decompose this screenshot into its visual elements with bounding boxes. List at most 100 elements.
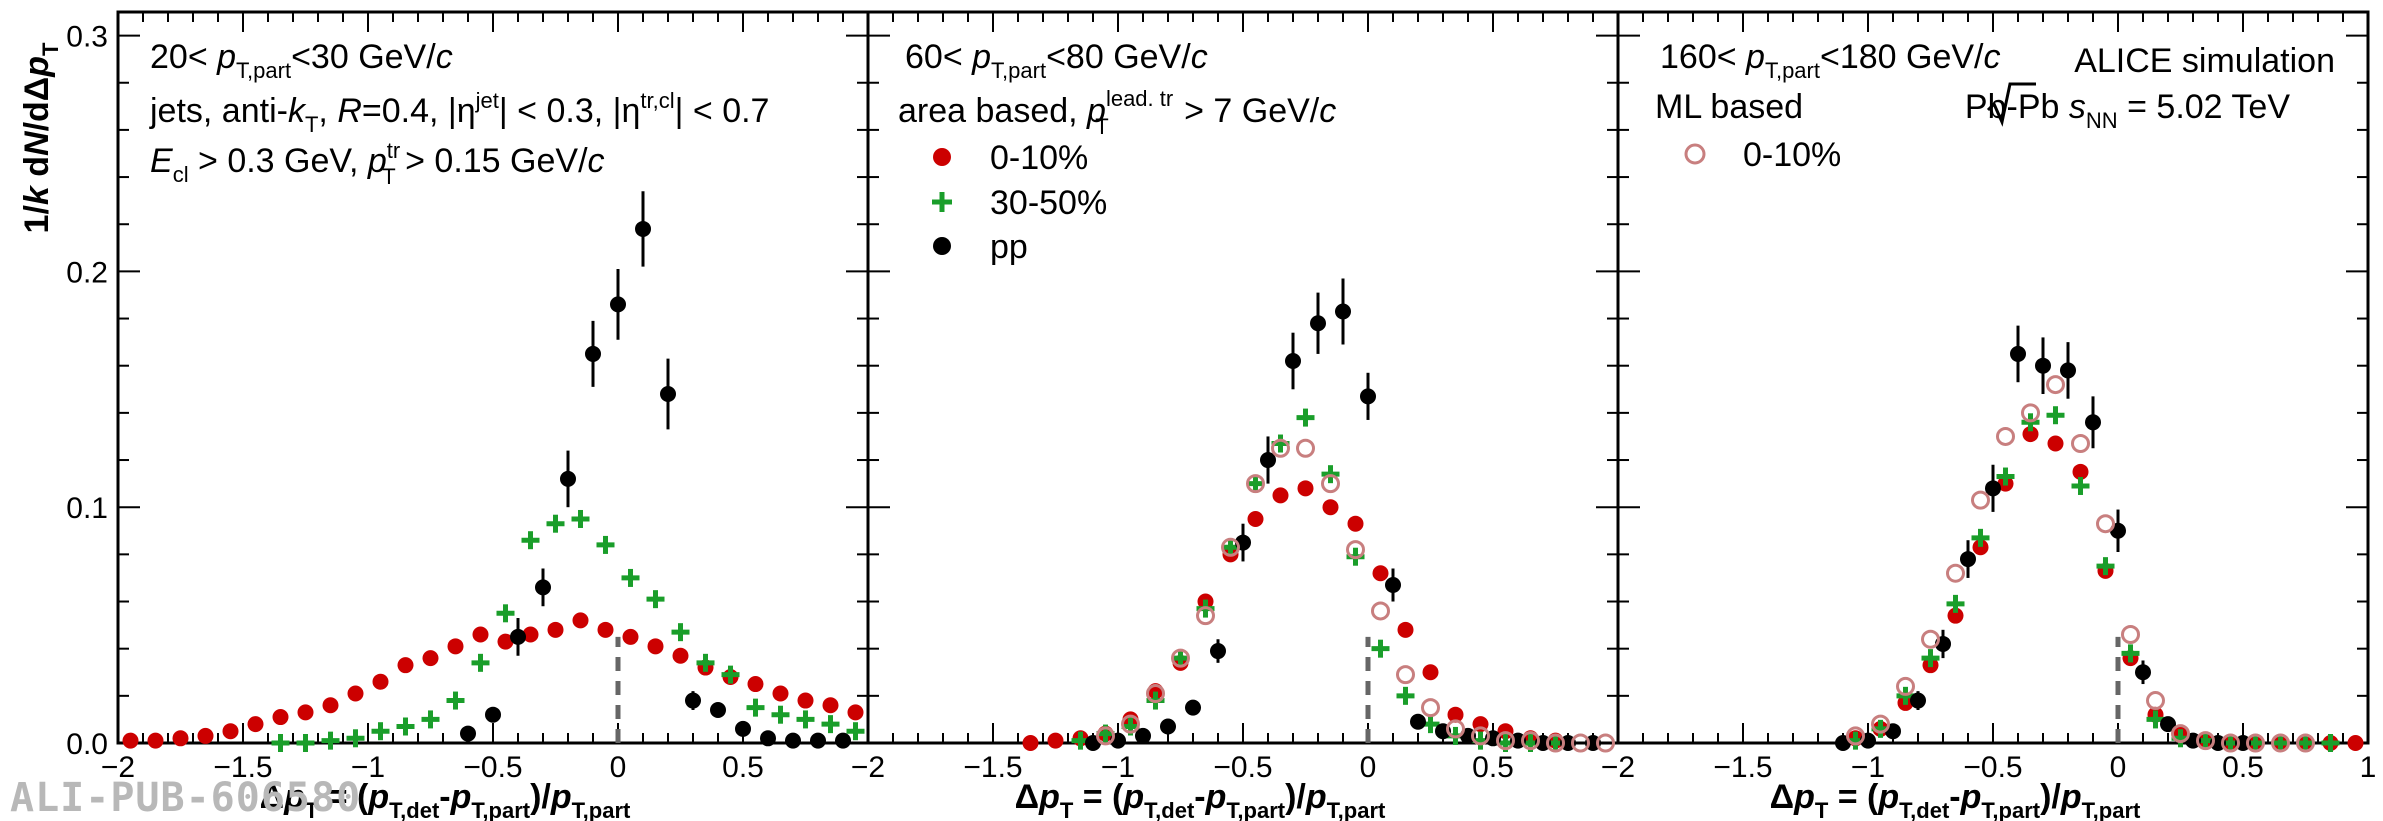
data-point [2171,724,2190,744]
data-point [660,386,676,403]
data-point [2221,733,2240,753]
data-point [1385,577,1401,594]
data-point [422,650,439,667]
data-point [471,653,490,672]
data-point [2022,426,2039,443]
data-point [2060,362,2076,379]
data-point [1596,733,1615,753]
data-point [735,720,751,737]
data-point [1896,676,1915,696]
data-point [1372,565,1389,582]
x-tick-label: 0 [1360,751,1377,784]
data-point [172,730,189,747]
data-point [296,734,315,752]
x-tick-label: −0.5 [1213,751,1272,784]
data-point [122,732,139,749]
data-point [1946,563,1965,583]
data-point [572,612,589,629]
data-point [1247,510,1264,527]
data-point [2347,735,2364,751]
collision-system-label: Pb-Pb sNN = 5.02 TeV [1965,88,2290,133]
data-point [821,715,840,734]
data-point [610,296,626,313]
data-point [596,535,615,554]
data-point [2046,406,2065,425]
data-point [2035,357,2051,374]
panel3-range-label: 160< pT,part<180 GeV/c [1660,38,2001,83]
data-point [1410,713,1426,730]
data-point [1185,699,1201,716]
data-point [2096,557,2115,576]
data-point [147,732,164,749]
data-point [796,710,815,729]
data-point [1022,735,1039,751]
data-point [535,579,551,596]
y-tick-label: 0.1 [66,492,108,525]
x-tick-label: 0 [610,751,627,784]
data-point [1947,607,1964,624]
data-point [497,633,514,650]
data-point [297,704,314,721]
legend-0-10-label: 0-10% [990,139,1088,177]
data-point [1296,438,1315,458]
data-point [2296,734,2315,752]
data-point [1121,714,1140,734]
data-point [1985,480,2001,497]
data-point [1335,303,1351,320]
legend-0-10-marker [933,148,951,166]
data-point [510,628,526,645]
data-point [797,692,814,709]
data-point [222,723,239,740]
data-point [721,665,740,684]
data-point [521,531,540,550]
data-point [2135,664,2151,681]
publication-id-watermark: ALI-PUB-606580 [10,775,362,821]
data-point [1160,718,1176,735]
svg-text:ΔpT = (pT,det-pT,part)/pT,part: ΔpT = (pT,det-pT,part)/pT,part [260,778,631,821]
data-point [1447,706,1464,723]
data-point [1371,601,1390,621]
legend-ml-0-10-marker [1684,143,1706,165]
data-point [1171,648,1190,668]
data-point [271,734,290,752]
x-tick-label: −1 [1101,751,1135,784]
data-point [1322,499,1339,516]
data-point [396,717,415,736]
data-point [447,638,464,655]
data-point [2146,710,2165,729]
data-point [1996,426,2015,446]
data-point [1221,538,1240,557]
y-axis-label: 1/k dN/dΔpT [18,42,63,234]
data-point [1921,629,1940,649]
panel2-range-label: 60< pT,part<80 GeV/c [905,38,1208,83]
x-tick-label: 0.5 [1472,751,1514,784]
data-point [1210,643,1226,660]
data-point [1135,727,1151,744]
data-point [1297,480,1314,497]
data-point [646,590,665,609]
data-point [1421,698,1440,718]
data-point [2121,644,2140,663]
data-point [1960,551,1976,568]
panel2-method-label: area based, plead. tr T > 7 GeV/c [898,86,1336,139]
data-point [2121,625,2140,645]
data-point [2021,403,2040,423]
legend-30-50-label: 30-50% [990,184,1107,222]
data-point [460,725,476,742]
x-tick-label: 0.5 [2222,751,2264,784]
svg-text:ΔpT = (pT,det-pT,part)/pT,part: ΔpT = (pT,det-pT,part)/pT,part [1770,778,2141,821]
data-point [771,705,790,724]
x-axis-label-panel2: ΔpT = (pT,det-pT,part)/pT,part [1015,778,1386,821]
data-point [1996,467,2015,486]
data-point [347,685,364,702]
x-tick-label: −1 [1851,751,1885,784]
data-point [1047,732,1064,749]
data-point [1196,606,1215,626]
data-point [371,722,390,741]
data-point [1946,594,1965,613]
x-tick-label: −1.5 [1713,751,1772,784]
data-point [597,621,614,638]
data-point [635,220,651,237]
data-point [835,732,851,749]
data-point [672,647,689,664]
